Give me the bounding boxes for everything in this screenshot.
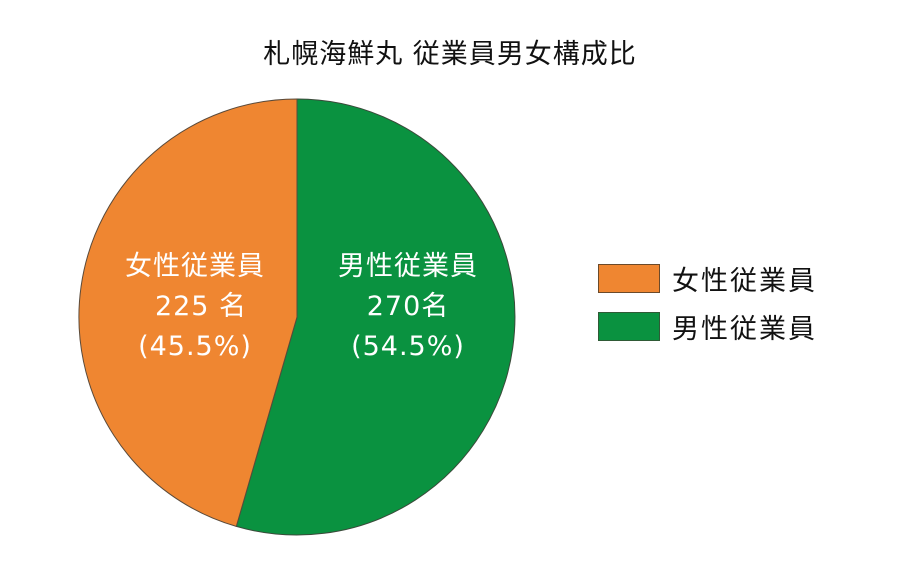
male-slice-label: 男性従業員 270名 (54.5%) — [318, 247, 498, 367]
legend-item-female: 女性従業員 — [598, 263, 817, 297]
female-slice-count: 225 名 — [154, 291, 248, 322]
male-slice-percent: (54.5%) — [351, 331, 465, 362]
female-slice-name: 女性従業員 — [125, 251, 265, 282]
female-slice-percent: (45.5%) — [138, 331, 252, 362]
legend-label-female: 女性従業員 — [672, 266, 817, 297]
female-slice-label: 女性従業員 225 名 (45.5%) — [105, 247, 285, 367]
pie-slice-female — [78, 98, 298, 528]
legend-swatch-male — [598, 312, 660, 341]
legend-item-male: 男性従業員 — [598, 311, 817, 345]
male-slice-name: 男性従業員 — [338, 251, 478, 282]
legend-label-male: 男性従業員 — [672, 314, 817, 345]
chart-title: 札幌海鮮丸 従業員男女構成比 — [263, 39, 637, 70]
pie-slice-male — [235, 98, 516, 536]
male-slice-count: 270名 — [366, 291, 450, 322]
legend: 女性従業員 男性従業員 — [598, 263, 817, 359]
legend-swatch-female — [598, 264, 660, 293]
